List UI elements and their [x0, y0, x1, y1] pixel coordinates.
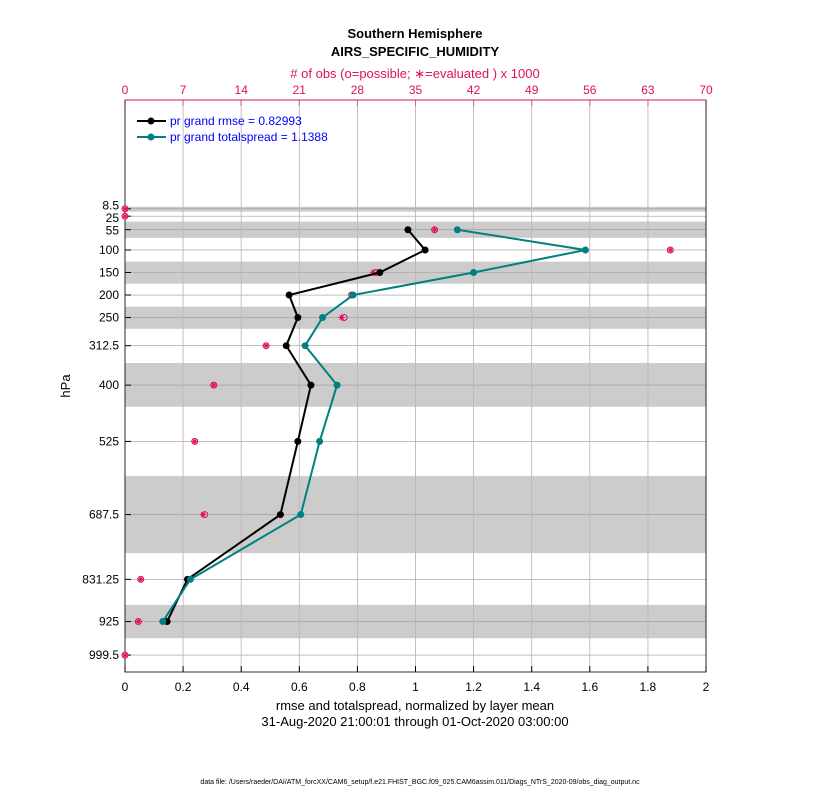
obs-evaluated-marker — [200, 511, 207, 518]
chart-subtitle: AIRS_SPECIFIC_HUMIDITY — [331, 44, 500, 59]
obs-evaluated-marker — [137, 576, 144, 583]
top-x-tick-label: 14 — [235, 83, 249, 97]
series-1-point — [159, 618, 167, 626]
series-0-point — [282, 342, 290, 350]
x-tick-label: 1 — [412, 680, 419, 694]
x-tick-label: 0 — [122, 680, 129, 694]
x-tick-label: 0.2 — [175, 680, 192, 694]
y-tick-label: 250 — [99, 311, 119, 325]
top-x-tick-label: 21 — [293, 83, 307, 97]
obs-evaluated-marker — [122, 205, 128, 212]
legend-entry: pr grand rmse = 0.82993 — [170, 114, 302, 128]
top-x-tick-label: 63 — [641, 83, 655, 97]
y-tick-label: 400 — [99, 378, 119, 392]
top-x-tick-label: 7 — [180, 83, 187, 97]
series-1-point — [319, 314, 327, 322]
top-x-tick-label: 0 — [122, 83, 129, 97]
series-1-point — [297, 511, 305, 519]
y-tick-label: 999.5 — [89, 648, 119, 662]
obs-evaluated-marker — [191, 438, 198, 445]
obs-evaluated-marker — [122, 213, 128, 220]
y-tick-label: 925 — [99, 615, 119, 629]
series-1-point — [453, 226, 461, 234]
y-tick-label: 831.25 — [82, 572, 119, 586]
series-1-point — [186, 575, 194, 583]
chart-title: Southern Hemisphere — [347, 26, 482, 41]
y-tick-label: 8.5 — [102, 199, 119, 213]
x-tick-label: 1.6 — [581, 680, 598, 694]
x-tick-label: 0.4 — [233, 680, 250, 694]
obs-evaluated-marker — [370, 269, 377, 276]
y-tick-label: 55 — [106, 224, 120, 238]
x-tick-label: 2 — [703, 680, 710, 694]
series-1-point — [581, 246, 589, 254]
series-0-point — [307, 381, 315, 389]
series-1-point — [349, 291, 357, 299]
y-tick-label: 687.5 — [89, 508, 119, 522]
obs-evaluated-marker — [122, 652, 128, 659]
top-x-tick-label: 70 — [699, 83, 713, 97]
x-tick-label: 1.2 — [465, 680, 482, 694]
y-tick-label: 525 — [99, 434, 119, 448]
y-tick-label: 150 — [99, 266, 119, 280]
top-x-tick-label: 56 — [583, 83, 597, 97]
series-line-1 — [161, 228, 586, 623]
y-tick-label: 25 — [106, 211, 120, 225]
legend-entry: pr grand totalspread = 1.1388 — [170, 130, 328, 144]
x-axis-label: rmse and totalspread, normalized by laye… — [276, 698, 554, 713]
series-1-point — [301, 342, 309, 350]
series-1-point — [316, 437, 324, 445]
series-0-point — [294, 437, 302, 445]
obs-evaluated-marker — [338, 314, 345, 321]
top-x-tick-label: 28 — [351, 83, 365, 97]
series-0-point — [285, 291, 293, 299]
y-tick-label: 200 — [99, 288, 119, 302]
obs-evaluated-marker — [135, 618, 142, 625]
x-tick-label: 1.8 — [640, 680, 657, 694]
x-tick-label: 1.4 — [523, 680, 540, 694]
top-x-tick-label: 49 — [525, 83, 539, 97]
series-0-point — [404, 226, 412, 234]
date-range: 31-Aug-2020 21:00:01 through 01-Oct-2020… — [261, 714, 568, 729]
footer-data-file: data file: /Users/raeder/DAI/ATM_forcXX/… — [200, 779, 640, 786]
obs-evaluated-marker — [210, 382, 217, 389]
series-0-point — [421, 246, 429, 254]
obs-evaluated-marker — [263, 342, 270, 349]
obs-evaluated-marker — [667, 246, 674, 253]
series-0-point — [276, 511, 284, 519]
legend-swatch-marker — [147, 133, 155, 141]
series-1-point — [470, 269, 478, 277]
obs-evaluated-marker — [431, 226, 438, 233]
series-1-point — [333, 381, 341, 389]
y-tick-label: 100 — [99, 243, 119, 257]
y-tick-label: 312.5 — [89, 339, 119, 353]
top-axis-label: # of obs (o=possible; ∗=evaluated ) x 10… — [290, 66, 539, 81]
legend-swatch-marker — [147, 117, 155, 125]
series-0-point — [376, 269, 384, 277]
x-tick-label: 0.6 — [291, 680, 308, 694]
series-0-point — [294, 314, 302, 322]
x-tick-label: 0.8 — [349, 680, 366, 694]
y-axis-label: hPa — [58, 374, 73, 398]
top-x-tick-label: 35 — [409, 83, 423, 97]
top-x-tick-label: 42 — [467, 83, 481, 97]
